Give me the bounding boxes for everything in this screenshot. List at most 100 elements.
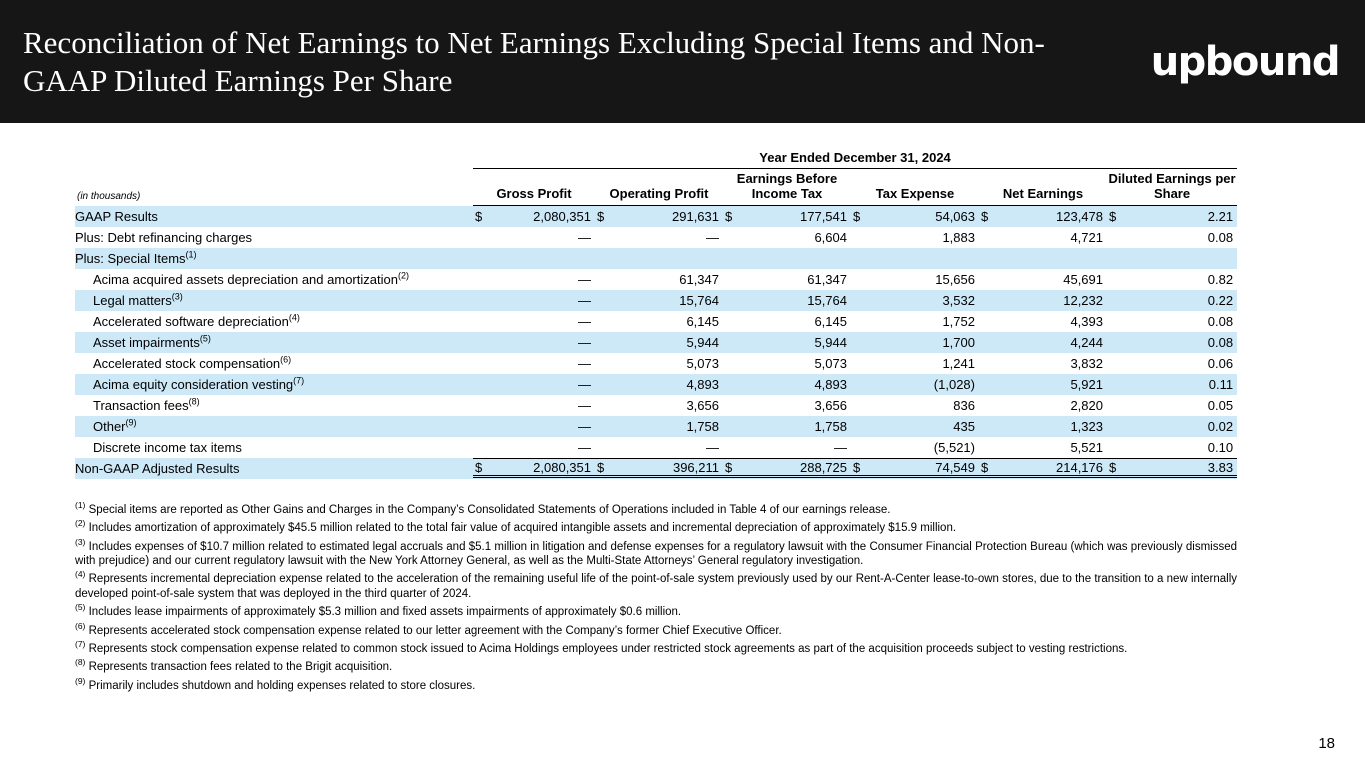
numeric-value: (5,521) [933, 439, 975, 455]
numeric-value: 3.83 [1207, 459, 1234, 475]
footnote: (9) Primarily includes shutdown and hold… [75, 677, 1237, 693]
cell-value: 1,700 [851, 332, 979, 353]
cell-value: 1,758 [595, 416, 723, 437]
cell-value: (1,028) [851, 374, 979, 395]
footnote-text: Includes lease impairments of approximat… [85, 606, 682, 619]
cell-value: (5,521) [851, 437, 979, 458]
units-label: (in thousands) [77, 190, 141, 202]
numeric-value: 4,893 [686, 376, 719, 392]
cell-value: 4,721 [979, 227, 1107, 248]
cell-value: 3,656 [723, 395, 851, 416]
cell-value: — [595, 227, 723, 248]
footnote: (8) Represents transaction fees related … [75, 657, 1237, 674]
cell-value: — [595, 437, 723, 458]
cell-value: 5,921 [979, 374, 1107, 395]
footnote-ref: (9) [125, 417, 137, 428]
cell-value: 5,944 [595, 332, 723, 353]
footnote-ref: (5) [199, 333, 211, 344]
financial-table: Year Ended December 31, 2024 (in thousan… [75, 150, 1238, 479]
numeric-value: 61,347 [807, 271, 847, 287]
cell-value: 836 [851, 395, 979, 416]
row-label: Non-GAAP Adjusted Results [75, 460, 240, 476]
numeric-value: — [578, 397, 591, 413]
cell-value: 5,944 [723, 332, 851, 353]
slide-header: Reconciliation of Net Earnings to Net Ea… [0, 0, 1365, 123]
period-header-cell: Year Ended December 31, 2024 [473, 150, 1238, 169]
cell-value [595, 248, 723, 269]
numeric-value: 15,656 [935, 271, 975, 287]
numeric-value: 5,521 [1070, 439, 1103, 455]
column-header-cell: Diluted Earnings per Share [1107, 169, 1238, 206]
numeric-value: 3,656 [814, 397, 847, 413]
footnote: (3) Includes expenses of $10.7 million r… [75, 536, 1237, 569]
numeric-value: — [578, 418, 591, 434]
cell-value: — [473, 437, 595, 458]
footnote-text: Includes expenses of $10.7 million relat… [75, 540, 1237, 567]
column-header-cell: Tax Expense [851, 169, 979, 206]
cell-value: — [473, 227, 595, 248]
footnote-number: (8) [75, 657, 86, 668]
cell-value: $54,063 [851, 206, 979, 227]
row-label: GAAP Results [75, 208, 158, 224]
footnotes: (1) Special items are reported as Other … [75, 501, 1237, 693]
column-header-cell: Earnings Before Income Tax [723, 169, 851, 206]
row-label: Acima equity consideration vesting(7) [93, 375, 305, 392]
numeric-value: — [578, 271, 591, 287]
cell-value: 0.82 [1107, 269, 1237, 290]
units-cell: (in thousands) [75, 169, 473, 206]
numeric-value: 288,725 [800, 459, 847, 475]
upbound-logo: upbound [1150, 38, 1341, 85]
numeric-value: 2,080,351 [533, 459, 591, 475]
numeric-value: 5,944 [814, 334, 847, 350]
numeric-value: — [834, 439, 847, 455]
cell-value: — [473, 374, 595, 395]
cell-value: 61,347 [723, 269, 851, 290]
footnote-ref: (7) [293, 375, 305, 386]
footnote-text: Represents transaction fees related to t… [85, 661, 393, 674]
cell-value: 0.05 [1107, 395, 1237, 416]
footnote-number: (2) [75, 518, 86, 529]
dollar-sign: $ [853, 459, 861, 475]
footnote-ref: (2) [397, 270, 409, 281]
numeric-value: — [706, 439, 719, 455]
numeric-value: 3,532 [942, 292, 975, 308]
footnote-ref: (3) [171, 291, 183, 302]
cell-value: $177,541 [723, 206, 851, 227]
numeric-value: — [578, 376, 591, 392]
footnote-text: Represents accelerated stock compensatio… [85, 624, 782, 637]
cell-value: 12,232 [979, 290, 1107, 311]
cell-value: $288,725 [723, 458, 851, 479]
numeric-value: 4,721 [1070, 229, 1103, 245]
cell-value: 5,073 [723, 353, 851, 374]
table-row: Accelerated software depreciation(4) — 6,1… [75, 311, 1237, 332]
numeric-value: 1,323 [1070, 418, 1103, 434]
cell-value: — [473, 416, 595, 437]
dollar-sign: $ [597, 459, 605, 475]
cell-value [979, 248, 1107, 269]
cell-value: 1,758 [723, 416, 851, 437]
column-header-row: (in thousands) Gross Profit Operating Pr… [75, 169, 1238, 206]
numeric-value: 0.02 [1207, 418, 1234, 434]
row-label: Accelerated stock compensation(6) [93, 354, 292, 371]
numeric-value: (1,028) [933, 376, 975, 392]
cell-value [851, 248, 979, 269]
numeric-value: — [578, 439, 591, 455]
numeric-value: — [578, 292, 591, 308]
table-row: GAAP Results $2,080,351 $291,631 $177,541 $5… [75, 205, 1238, 227]
footnote-text: Represents stock compensation expense re… [85, 642, 1128, 655]
cell-value: 0.08 [1107, 332, 1237, 353]
numeric-value: 5,073 [686, 355, 719, 371]
numeric-value: 0.82 [1207, 271, 1234, 287]
numeric-value: 5,944 [686, 334, 719, 350]
cell-value: 6,604 [723, 227, 851, 248]
numeric-value: 0.11 [1208, 376, 1234, 392]
cell-value: 1,752 [851, 311, 979, 332]
footnote-number: (3) [75, 536, 86, 547]
footnote-number: (4) [75, 569, 86, 580]
numeric-value: 2.21 [1207, 208, 1234, 224]
column-header-cell: Gross Profit [473, 169, 595, 206]
column-header-cell: Operating Profit [595, 169, 723, 206]
dollar-sign: $ [725, 208, 733, 224]
table-row: Plus: Special Items(1) [75, 247, 1238, 269]
cell-value: 1,241 [851, 353, 979, 374]
